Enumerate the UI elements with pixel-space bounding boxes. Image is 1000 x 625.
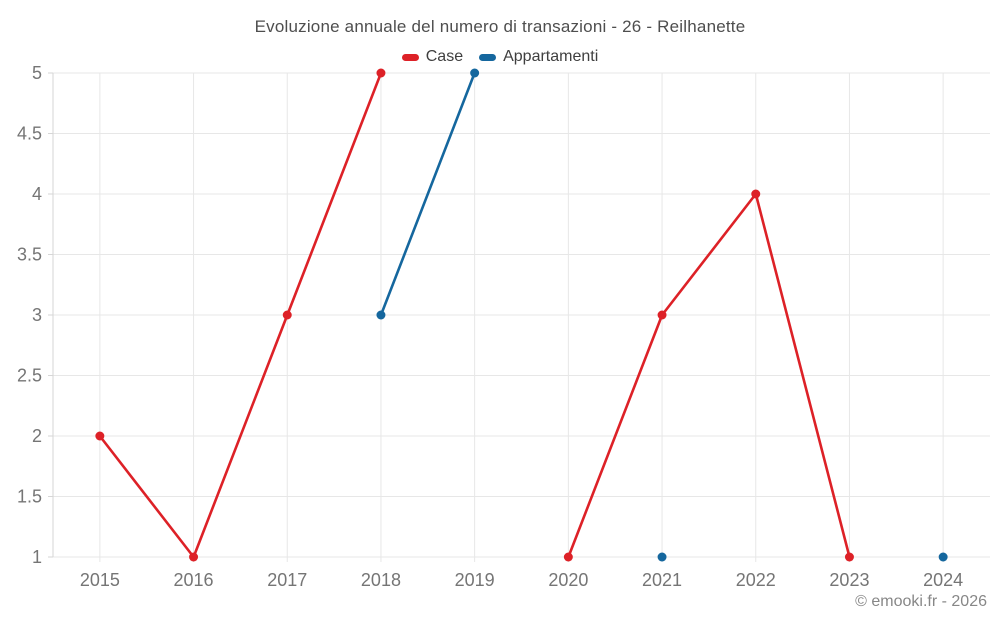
svg-text:2022: 2022 (736, 570, 776, 590)
svg-text:3.5: 3.5 (17, 245, 42, 265)
copyright-footer: © emooki.fr - 2026 (855, 593, 987, 610)
series-line (379, 71, 476, 317)
data-point (282, 310, 292, 320)
svg-text:3: 3 (32, 305, 42, 325)
chart-title: Evoluzione annuale del numero di transaz… (254, 17, 746, 36)
data-point (95, 431, 105, 441)
data-point (844, 552, 854, 562)
data-point (657, 552, 667, 562)
data-point (376, 68, 386, 78)
svg-text:2017: 2017 (267, 570, 307, 590)
data-point (563, 552, 573, 562)
svg-text:2018: 2018 (361, 570, 401, 590)
chart-legend: Case Appartamenti (0, 48, 1000, 66)
series-line (98, 71, 383, 559)
legend-label-case: Case (425, 48, 464, 65)
legend-item-case[interactable]: Case (401, 48, 464, 66)
svg-text:2: 2 (32, 426, 42, 446)
svg-text:2019: 2019 (455, 570, 495, 590)
legend-label-appartamenti: Appartamenti (503, 48, 599, 65)
svg-text:2015: 2015 (80, 570, 120, 590)
axis-labels: 1 1.5 2 2.5 3 3.5 4 4.5 5 2015 2016 2017 2018 2019 202… (17, 63, 963, 590)
series-line (567, 192, 851, 559)
data-point (470, 68, 480, 78)
series-case (95, 68, 854, 562)
data-point (189, 552, 199, 562)
legend-swatch-appartamenti-icon (479, 53, 497, 61)
svg-text:2023: 2023 (829, 570, 869, 590)
legend-swatch-case-icon (401, 53, 419, 61)
svg-text:2024: 2024 (923, 570, 963, 590)
data-point (376, 310, 386, 320)
svg-text:2021: 2021 (642, 570, 682, 590)
axes (48, 72, 54, 558)
data-point (657, 310, 667, 320)
svg-text:2.5: 2.5 (17, 366, 42, 386)
svg-text:4: 4 (32, 184, 42, 204)
legend-item-appartamenti[interactable]: Appartamenti (479, 48, 598, 66)
data-point (938, 552, 948, 562)
svg-text:5: 5 (32, 63, 42, 83)
svg-text:2020: 2020 (548, 570, 588, 590)
grid-lines (53, 72, 990, 562)
svg-text:2016: 2016 (174, 570, 214, 590)
data-point (751, 189, 761, 199)
svg-text:1.5: 1.5 (17, 487, 42, 507)
svg-text:1: 1 (32, 547, 42, 567)
svg-text:4.5: 4.5 (17, 124, 42, 144)
series-appartamenti (376, 68, 948, 562)
